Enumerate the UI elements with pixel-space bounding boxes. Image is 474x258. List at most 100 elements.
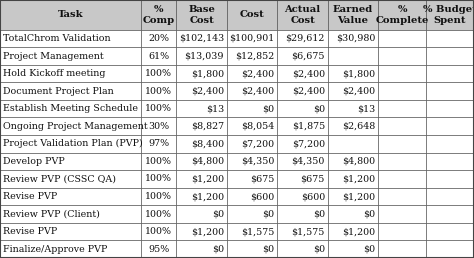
Bar xyxy=(328,205,378,223)
Bar xyxy=(176,153,227,170)
Text: 95%: 95% xyxy=(148,245,170,254)
Text: $12,852: $12,852 xyxy=(235,52,274,61)
Bar xyxy=(227,100,277,117)
Bar xyxy=(328,47,378,65)
Bar xyxy=(141,0,176,30)
Text: $2,400: $2,400 xyxy=(292,69,325,78)
Text: %
Comp: % Comp xyxy=(143,5,175,25)
Bar xyxy=(328,240,378,258)
Text: 100%: 100% xyxy=(146,69,173,78)
Text: Actual
Cost: Actual Cost xyxy=(284,5,320,25)
Text: $0: $0 xyxy=(363,245,375,254)
Bar xyxy=(176,135,227,153)
Bar xyxy=(141,240,176,258)
Text: $4,800: $4,800 xyxy=(342,157,375,166)
Text: $0: $0 xyxy=(263,245,274,254)
Bar xyxy=(176,205,227,223)
Bar xyxy=(227,0,277,30)
Text: $4,800: $4,800 xyxy=(191,157,224,166)
Text: 100%: 100% xyxy=(146,104,173,113)
Bar xyxy=(426,170,474,188)
Bar xyxy=(378,223,426,240)
Bar xyxy=(277,135,328,153)
Bar xyxy=(378,0,426,30)
Bar xyxy=(141,153,176,170)
Bar xyxy=(141,47,176,65)
Bar xyxy=(328,0,378,30)
Bar xyxy=(426,82,474,100)
Text: $4,350: $4,350 xyxy=(292,157,325,166)
Text: 100%: 100% xyxy=(146,227,173,236)
Bar xyxy=(328,170,378,188)
Bar xyxy=(141,100,176,117)
Bar xyxy=(378,170,426,188)
Bar xyxy=(176,65,227,82)
Bar xyxy=(426,240,474,258)
Text: %
Complete: % Complete xyxy=(375,5,429,25)
Bar xyxy=(141,117,176,135)
Text: $1,200: $1,200 xyxy=(191,192,224,201)
Bar xyxy=(227,153,277,170)
Bar xyxy=(426,47,474,65)
Text: $1,200: $1,200 xyxy=(342,227,375,236)
Bar xyxy=(277,47,328,65)
Bar xyxy=(426,117,474,135)
Bar xyxy=(426,100,474,117)
Text: Revise PVP: Revise PVP xyxy=(3,227,57,236)
Text: Document Project Plan: Document Project Plan xyxy=(3,87,114,96)
Bar xyxy=(277,30,328,47)
Bar xyxy=(0,100,141,117)
Bar xyxy=(0,170,141,188)
Bar xyxy=(277,170,328,188)
Bar xyxy=(0,205,141,223)
Text: 100%: 100% xyxy=(146,192,173,201)
Text: 20%: 20% xyxy=(148,34,169,43)
Text: $102,143: $102,143 xyxy=(179,34,224,43)
Bar xyxy=(227,170,277,188)
Text: $675: $675 xyxy=(250,174,274,183)
Bar xyxy=(328,30,378,47)
Text: $0: $0 xyxy=(263,104,274,113)
Text: Project Validation Plan (PVP): Project Validation Plan (PVP) xyxy=(3,139,143,148)
Text: $0: $0 xyxy=(313,209,325,219)
Bar xyxy=(378,153,426,170)
Text: $1,200: $1,200 xyxy=(342,192,375,201)
Bar xyxy=(176,170,227,188)
Bar xyxy=(0,82,141,100)
Bar xyxy=(328,100,378,117)
Text: Cost: Cost xyxy=(240,10,264,19)
Bar xyxy=(141,170,176,188)
Text: Hold Kickoff meeting: Hold Kickoff meeting xyxy=(3,69,105,78)
Bar xyxy=(0,153,141,170)
Bar xyxy=(176,240,227,258)
Text: 97%: 97% xyxy=(148,139,169,148)
Text: $6,675: $6,675 xyxy=(292,52,325,61)
Text: $0: $0 xyxy=(263,209,274,219)
Bar xyxy=(426,188,474,205)
Text: TotalChrom Validation: TotalChrom Validation xyxy=(3,34,110,43)
Bar xyxy=(141,65,176,82)
Bar xyxy=(227,135,277,153)
Bar xyxy=(378,82,426,100)
Bar xyxy=(277,240,328,258)
Bar xyxy=(277,100,328,117)
Bar xyxy=(227,240,277,258)
Text: $1,800: $1,800 xyxy=(342,69,375,78)
Bar xyxy=(277,82,328,100)
Text: $1,575: $1,575 xyxy=(292,227,325,236)
Bar xyxy=(0,223,141,240)
Text: 100%: 100% xyxy=(146,209,173,219)
Text: Review PVP (CSSC QA): Review PVP (CSSC QA) xyxy=(3,174,116,183)
Text: 100%: 100% xyxy=(146,157,173,166)
Bar xyxy=(0,65,141,82)
Bar xyxy=(378,117,426,135)
Text: $4,350: $4,350 xyxy=(241,157,274,166)
Bar xyxy=(176,117,227,135)
Bar xyxy=(277,205,328,223)
Bar xyxy=(426,205,474,223)
Bar xyxy=(277,65,328,82)
Bar xyxy=(328,188,378,205)
Text: $0: $0 xyxy=(313,104,325,113)
Text: $2,400: $2,400 xyxy=(342,87,375,96)
Text: Earned
Value: Earned Value xyxy=(333,5,373,25)
